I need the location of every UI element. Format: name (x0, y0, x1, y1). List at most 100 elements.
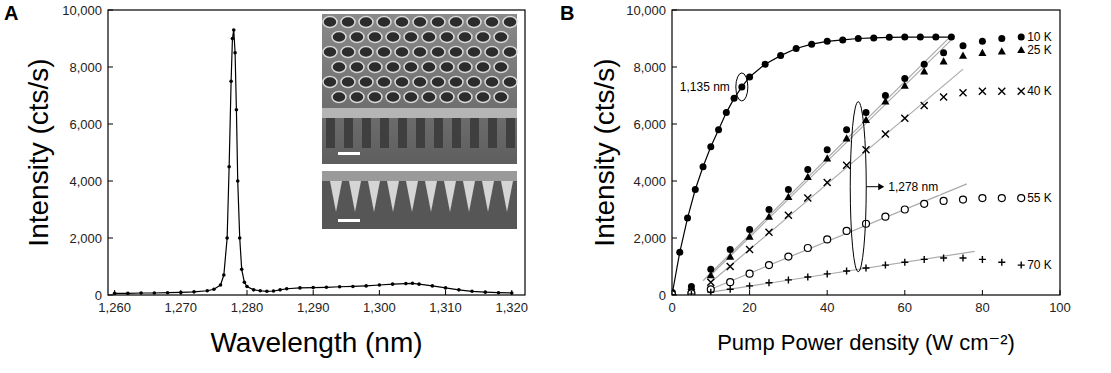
pore-profile (463, 181, 475, 212)
annotation-ellipse (736, 73, 748, 101)
x-tick-label: 40 (820, 300, 834, 315)
marker (766, 206, 773, 213)
marker (940, 57, 948, 64)
marker (166, 291, 170, 295)
marker (672, 291, 676, 295)
marker (901, 82, 909, 89)
hole (440, 32, 454, 43)
hole (386, 32, 400, 43)
hole (386, 62, 400, 73)
marker (881, 97, 889, 104)
y-tick-label: 8,000 (633, 60, 666, 75)
marker (843, 126, 850, 133)
hole (323, 77, 337, 88)
hole (485, 77, 499, 88)
marker (378, 283, 382, 287)
x-tick-label: 1,300 (363, 300, 396, 315)
annotation: 1,135 nm (680, 80, 730, 94)
marker (723, 109, 730, 116)
hole (368, 62, 382, 73)
pore-profile (425, 181, 437, 212)
hole (476, 32, 490, 43)
marker (431, 284, 435, 288)
pore (434, 118, 443, 148)
marker (417, 282, 421, 286)
marker (672, 292, 676, 296)
marker (746, 270, 753, 277)
hole (494, 92, 508, 103)
y-tick-label: 6,000 (633, 117, 666, 132)
marker (901, 115, 908, 122)
hole (350, 92, 364, 103)
marker (948, 34, 955, 41)
marker (979, 256, 986, 263)
hole (422, 92, 436, 103)
hole (413, 17, 427, 28)
y-tick (672, 67, 677, 68)
hole (332, 92, 346, 103)
scale-bar (338, 152, 360, 155)
marker (715, 126, 722, 133)
marker (139, 291, 143, 295)
marker (727, 286, 734, 293)
marker (707, 143, 714, 150)
marker (243, 280, 247, 284)
marker (785, 276, 792, 283)
marker (688, 291, 695, 295)
y-tick (108, 238, 113, 239)
y-tick-label: 0 (659, 288, 666, 303)
y-axis-title: Intensity (cts/s) (23, 58, 54, 246)
marker (808, 41, 815, 48)
marker (1017, 46, 1025, 53)
hole (503, 17, 517, 28)
marker (236, 179, 240, 183)
marker (777, 52, 784, 59)
hole (359, 47, 373, 58)
marker (746, 246, 753, 253)
marker (727, 246, 734, 253)
hole (323, 47, 337, 58)
hole (503, 77, 517, 88)
marker (738, 83, 745, 90)
marker (766, 262, 773, 269)
x-tick-label: 1,290 (297, 300, 330, 315)
hole (449, 77, 463, 88)
marker (727, 279, 734, 286)
hole (476, 62, 490, 73)
marker (921, 61, 928, 68)
pore (398, 118, 407, 148)
marker (960, 254, 967, 261)
series-label: 40 K (1027, 84, 1052, 98)
hole (359, 17, 373, 28)
marker (843, 268, 850, 275)
marker (979, 195, 986, 202)
marker (676, 249, 683, 256)
plot-marks (672, 34, 1025, 295)
plot-frame (108, 10, 525, 295)
marker (843, 162, 850, 169)
cleave-edge (322, 108, 517, 118)
marker (497, 291, 501, 295)
hole (332, 32, 346, 43)
marker (278, 288, 282, 292)
x-tick-label: 60 (898, 300, 912, 315)
marker (113, 291, 117, 295)
x-tick-label: 20 (742, 300, 756, 315)
marker (510, 291, 514, 295)
hole (323, 17, 337, 28)
pore (344, 118, 353, 148)
hole (458, 62, 472, 73)
sem-image-bottom (322, 171, 517, 229)
x-tick (313, 290, 314, 295)
pore (470, 118, 479, 148)
pore-profile (444, 181, 456, 212)
hole (422, 62, 436, 73)
x-tick (904, 290, 905, 295)
y-tick (672, 10, 677, 11)
figure: A1,2601,2701,2801,2901,3001,3101,32002,0… (0, 0, 1111, 373)
hole (485, 47, 499, 58)
hole (368, 32, 382, 43)
marker (940, 197, 947, 204)
marker (470, 289, 474, 293)
x-tick-label: 1,280 (231, 300, 264, 315)
